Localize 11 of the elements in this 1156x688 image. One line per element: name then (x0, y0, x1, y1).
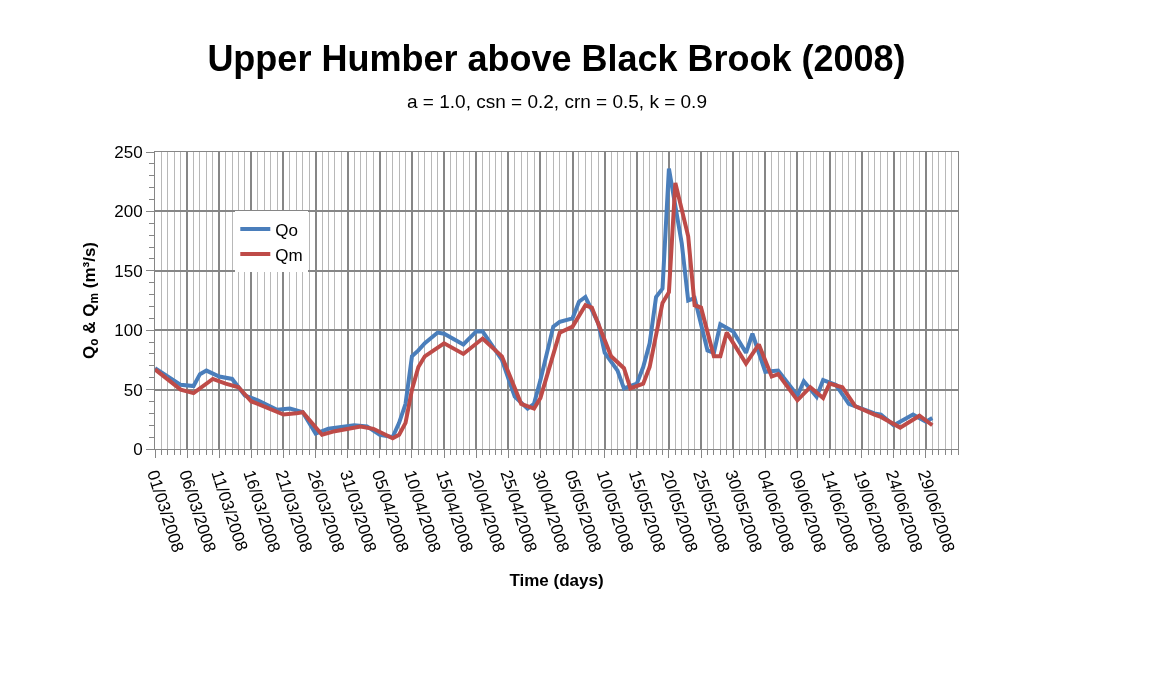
y-tick-label: 0 (133, 439, 143, 459)
y-tick-label: 250 (114, 142, 143, 162)
legend-label: Qm (275, 245, 303, 265)
x-axis-title: Time (days) (509, 571, 604, 591)
chart-title: Upper Humber above Black Brook (2008) (207, 38, 906, 80)
y-tick-label: 100 (114, 321, 143, 341)
chart-subtitle: a = 1.0, csn = 0.2, crn = 0.5, k = 0.9 (407, 91, 707, 112)
y-tick-label: 150 (114, 261, 143, 281)
y-tick-label: 200 (114, 202, 143, 222)
y-tick-label: 50 (123, 380, 143, 400)
legend-label: Qo (275, 220, 298, 240)
